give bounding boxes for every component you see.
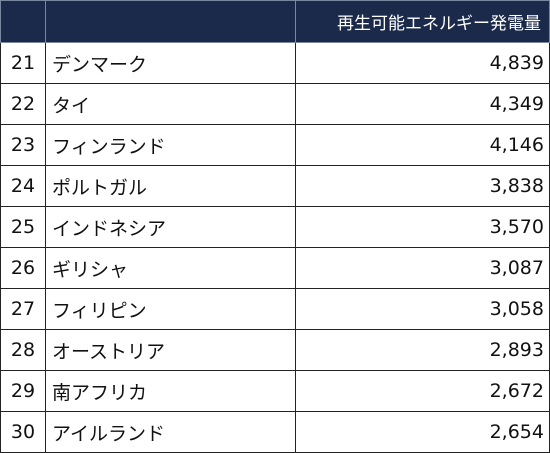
country-cell: ギリシャ [45, 247, 296, 289]
country-cell: デンマーク [45, 42, 296, 84]
value-cell: 3,838 [295, 165, 550, 207]
value-cell: 4,839 [295, 42, 550, 84]
table-row: 22 タイ 4,349 [0, 83, 550, 125]
table-row: 23 フィンランド 4,146 [0, 124, 550, 166]
country-cell: タイ [45, 83, 296, 125]
rank-cell: 28 [0, 329, 46, 371]
header-rank [0, 0, 46, 43]
table-header: 再生可能エネルギー発電量 [0, 0, 550, 43]
value-cell: 4,146 [295, 124, 550, 166]
value-cell: 4,349 [295, 83, 550, 125]
rank-cell: 25 [0, 206, 46, 248]
value-cell: 2,672 [295, 370, 550, 412]
rank-cell: 24 [0, 165, 46, 207]
table-row: 28 オーストリア 2,893 [0, 329, 550, 371]
table-body: 21 デンマーク 4,839 22 タイ 4,349 23 フィンランド 4,1… [0, 42, 550, 453]
header-row: 再生可能エネルギー発電量 [0, 0, 550, 43]
value-cell: 2,893 [295, 329, 550, 371]
country-cell: ポルトガル [45, 165, 296, 207]
rank-cell: 30 [0, 411, 46, 453]
value-cell: 3,058 [295, 288, 550, 330]
rank-cell: 23 [0, 124, 46, 166]
table-row: 26 ギリシャ 3,087 [0, 247, 550, 289]
country-cell: フィリピン [45, 288, 296, 330]
rank-cell: 27 [0, 288, 46, 330]
table-row: 29 南アフリカ 2,672 [0, 370, 550, 412]
rank-cell: 21 [0, 42, 46, 84]
value-cell: 3,087 [295, 247, 550, 289]
table-row: 30 アイルランド 2,654 [0, 411, 550, 453]
header-country [45, 0, 296, 43]
country-cell: フィンランド [45, 124, 296, 166]
table-row: 27 フィリピン 3,058 [0, 288, 550, 330]
rank-cell: 26 [0, 247, 46, 289]
country-cell: インドネシア [45, 206, 296, 248]
country-cell: 南アフリカ [45, 370, 296, 412]
value-cell: 3,570 [295, 206, 550, 248]
country-cell: アイルランド [45, 411, 296, 453]
rank-cell: 29 [0, 370, 46, 412]
header-renewable-generation: 再生可能エネルギー発電量 [295, 0, 550, 43]
table-row: 25 インドネシア 3,570 [0, 206, 550, 248]
value-cell: 2,654 [295, 411, 550, 453]
country-cell: オーストリア [45, 329, 296, 371]
rank-cell: 22 [0, 83, 46, 125]
table-row: 21 デンマーク 4,839 [0, 42, 550, 84]
table-row: 24 ポルトガル 3,838 [0, 165, 550, 207]
